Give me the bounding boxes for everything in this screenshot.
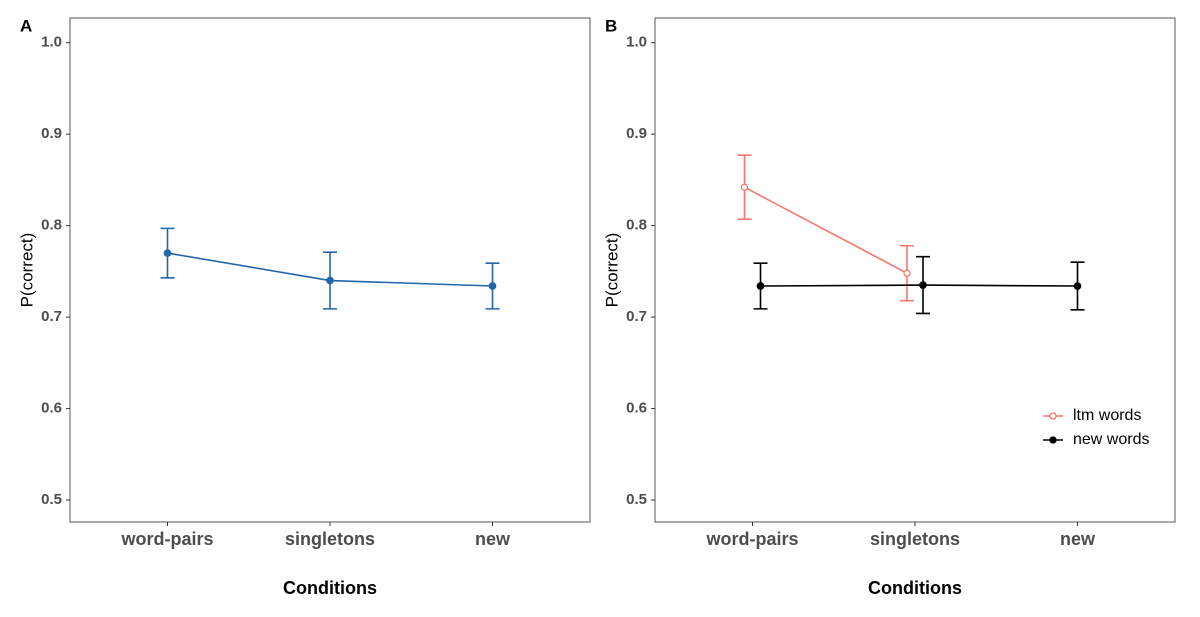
y-tick-label: 0.6 bbox=[626, 400, 647, 417]
x-tick-label: new bbox=[1060, 529, 1096, 549]
point bbox=[1073, 282, 1082, 290]
legend-marker bbox=[1049, 436, 1057, 444]
y-tick-label: 1.0 bbox=[41, 34, 62, 51]
y-tick-label: 1.0 bbox=[626, 34, 647, 51]
point bbox=[488, 282, 497, 290]
point bbox=[326, 276, 334, 285]
point bbox=[740, 183, 749, 191]
legend-marker bbox=[1049, 412, 1057, 420]
x-axis-title: Conditions bbox=[283, 578, 377, 598]
x-tick-label: word-pairs bbox=[705, 529, 798, 549]
y-tick-label: 0.6 bbox=[41, 400, 62, 417]
series-line bbox=[744, 186, 908, 274]
y-tick-label: 0.7 bbox=[41, 308, 62, 325]
point bbox=[756, 282, 765, 290]
y-tick-label: 0.7 bbox=[626, 308, 647, 325]
panel-tag: A bbox=[20, 16, 32, 35]
legend-label: new words bbox=[1073, 431, 1149, 448]
x-axis-title: Conditions bbox=[868, 578, 962, 598]
y-tick-label: 0.8 bbox=[41, 217, 62, 234]
series-line bbox=[760, 284, 1078, 287]
y-axis-title: P(correct) bbox=[17, 233, 36, 308]
x-tick-label: singletons bbox=[285, 529, 375, 549]
panel-tag: B bbox=[605, 16, 617, 35]
legend-label: ltm words bbox=[1073, 407, 1141, 424]
y-tick-label: 0.9 bbox=[626, 125, 647, 142]
y-axis-title: P(correct) bbox=[602, 233, 621, 308]
x-tick-label: new bbox=[475, 529, 511, 549]
point bbox=[903, 269, 911, 277]
y-tick-label: 0.5 bbox=[626, 491, 647, 508]
y-tick-label: 0.9 bbox=[41, 125, 62, 142]
x-tick-label: singletons bbox=[870, 529, 960, 549]
y-tick-label: 0.5 bbox=[41, 491, 62, 508]
point bbox=[163, 249, 172, 257]
y-tick-label: 0.8 bbox=[626, 217, 647, 234]
x-tick-label: word-pairs bbox=[120, 529, 213, 549]
point bbox=[919, 281, 927, 289]
